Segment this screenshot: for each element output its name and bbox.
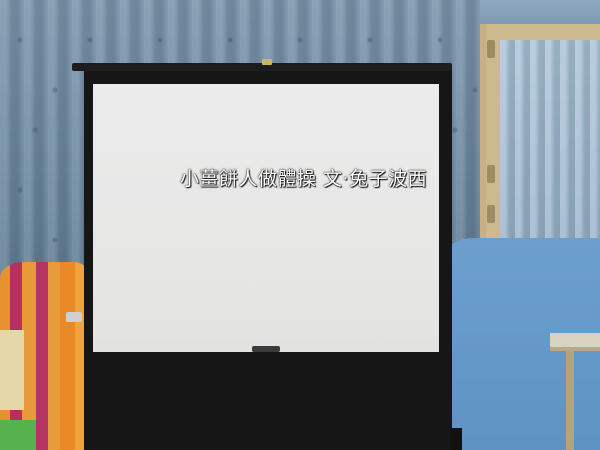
window-hinge [487, 205, 495, 223]
table-top [550, 333, 600, 351]
window-hinge [487, 40, 495, 58]
window-curtain [500, 40, 600, 250]
top-curtain [480, 0, 600, 24]
table-leg [566, 350, 574, 450]
projector-screen-top-bar [72, 63, 452, 71]
beige-box [0, 330, 24, 410]
window-hinge [487, 165, 495, 183]
screen-foot [450, 428, 462, 450]
projection-surface [93, 84, 439, 352]
projected-title: 小薑餅人做體操 文‧兔子波西 [180, 168, 428, 190]
cabinet-handle [66, 312, 82, 322]
screen-brand-logo [252, 346, 280, 352]
screen-clip [262, 59, 272, 65]
green-basket [0, 420, 36, 450]
